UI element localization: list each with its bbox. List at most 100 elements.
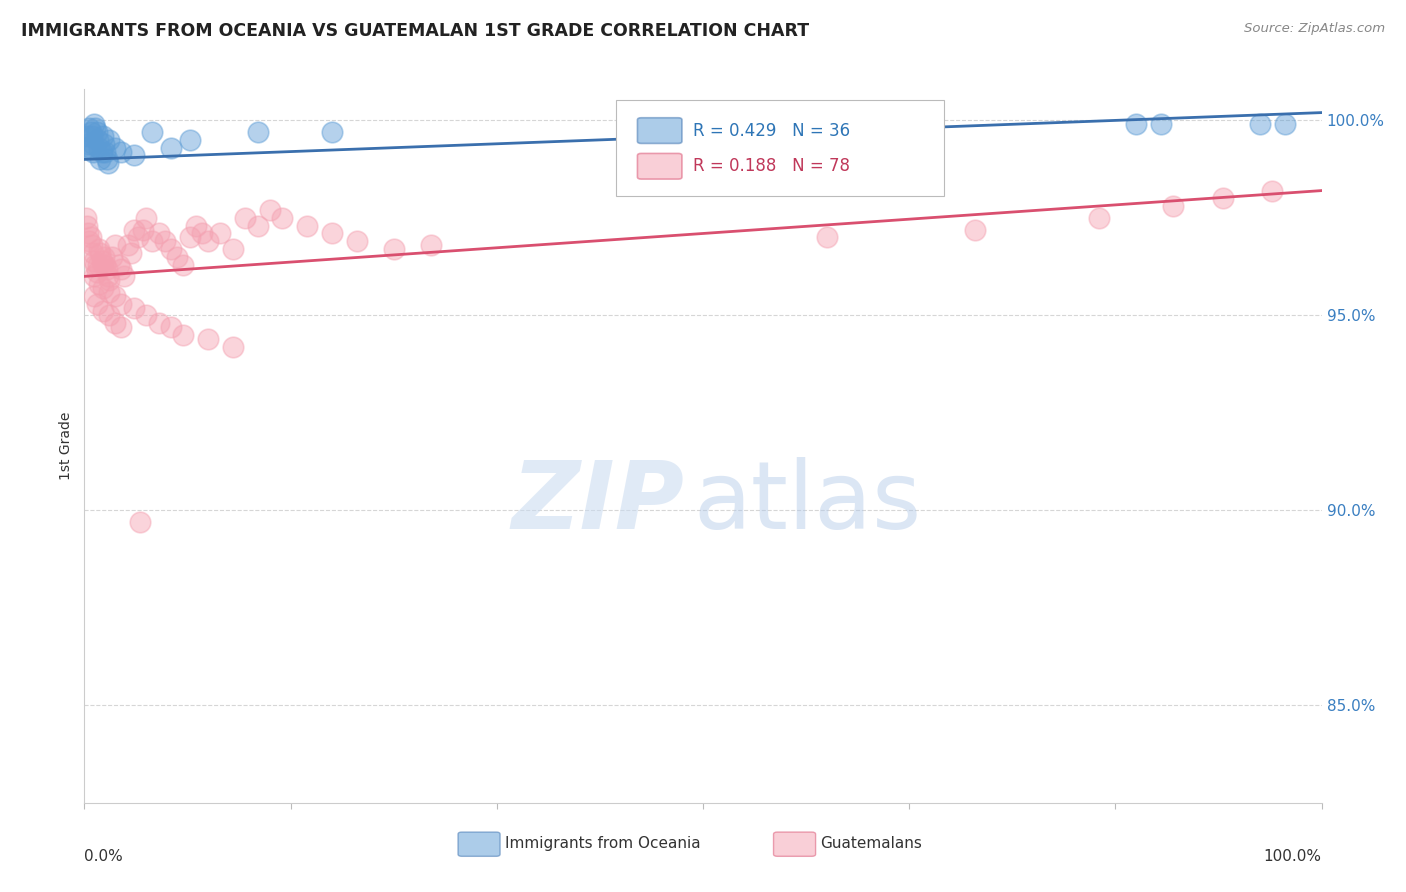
Point xyxy=(77,227,100,241)
Point xyxy=(89,246,111,260)
Point xyxy=(815,230,838,244)
Point xyxy=(84,121,107,136)
Point xyxy=(75,211,97,225)
Point xyxy=(90,253,112,268)
Text: ZIP: ZIP xyxy=(512,457,685,549)
Point xyxy=(209,227,232,241)
Point xyxy=(112,269,135,284)
Point xyxy=(197,332,219,346)
Point xyxy=(79,230,101,244)
Point xyxy=(110,320,132,334)
Point xyxy=(259,203,281,218)
Point xyxy=(1274,117,1296,131)
Point xyxy=(166,250,188,264)
Point xyxy=(98,285,121,299)
Point xyxy=(104,238,127,252)
Point xyxy=(89,153,111,167)
Point xyxy=(148,316,170,330)
Text: Guatemalans: Guatemalans xyxy=(821,836,922,851)
Point xyxy=(97,156,120,170)
Point xyxy=(172,327,194,342)
Point xyxy=(120,246,142,260)
Text: 0.0%: 0.0% xyxy=(84,849,124,864)
Point xyxy=(419,238,441,252)
Point xyxy=(104,141,127,155)
Point xyxy=(93,250,115,264)
Point xyxy=(117,238,139,252)
Point xyxy=(90,145,112,159)
Point xyxy=(98,309,121,323)
Point xyxy=(271,211,294,225)
Point xyxy=(153,234,176,248)
Point xyxy=(104,289,127,303)
Text: 100.0%: 100.0% xyxy=(1264,849,1322,864)
FancyBboxPatch shape xyxy=(458,832,501,856)
Point xyxy=(93,136,115,151)
Point xyxy=(1261,184,1284,198)
Point xyxy=(382,242,405,256)
Point xyxy=(83,289,105,303)
Text: Source: ZipAtlas.com: Source: ZipAtlas.com xyxy=(1244,22,1385,36)
Point xyxy=(965,222,987,236)
Point xyxy=(84,258,107,272)
Point xyxy=(692,121,714,136)
Point xyxy=(96,153,118,167)
Text: IMMIGRANTS FROM OCEANIA VS GUATEMALAN 1ST GRADE CORRELATION CHART: IMMIGRANTS FROM OCEANIA VS GUATEMALAN 1S… xyxy=(21,22,810,40)
Point xyxy=(222,242,245,256)
Point xyxy=(79,141,101,155)
Text: R = 0.429   N = 36: R = 0.429 N = 36 xyxy=(693,121,851,139)
Point xyxy=(89,277,111,292)
Point xyxy=(246,219,269,233)
Point xyxy=(98,273,121,287)
Point xyxy=(1212,191,1234,205)
Point xyxy=(83,117,105,131)
Point xyxy=(122,222,145,236)
Point xyxy=(91,258,114,272)
Point xyxy=(94,258,117,272)
Point xyxy=(76,219,98,233)
Point xyxy=(160,242,183,256)
Point xyxy=(97,269,120,284)
Point xyxy=(96,261,118,276)
Point xyxy=(91,281,114,295)
Point xyxy=(82,145,104,159)
Point xyxy=(179,230,201,244)
Point xyxy=(79,234,101,248)
Point xyxy=(80,238,103,252)
Point xyxy=(222,340,245,354)
Point xyxy=(321,125,343,139)
Point xyxy=(295,219,318,233)
Point xyxy=(346,234,368,248)
Point xyxy=(246,125,269,139)
Point xyxy=(79,121,101,136)
Point xyxy=(98,133,121,147)
Point xyxy=(91,304,114,318)
Point xyxy=(903,117,925,131)
Point xyxy=(108,258,131,272)
Y-axis label: 1st Grade: 1st Grade xyxy=(59,412,73,480)
Point xyxy=(160,320,183,334)
Point xyxy=(86,125,108,139)
Point xyxy=(82,136,104,151)
Point xyxy=(141,125,163,139)
Point xyxy=(131,222,153,236)
Point xyxy=(94,145,117,159)
Point xyxy=(86,296,108,310)
Point xyxy=(83,253,105,268)
Point xyxy=(197,234,219,248)
Point xyxy=(1150,117,1173,131)
Point xyxy=(79,125,101,139)
Text: R = 0.188   N = 78: R = 0.188 N = 78 xyxy=(693,157,851,175)
Point xyxy=(129,515,152,529)
Point xyxy=(160,141,183,155)
Point xyxy=(91,128,114,143)
Point xyxy=(127,230,149,244)
FancyBboxPatch shape xyxy=(773,832,815,856)
Point xyxy=(104,316,127,330)
Point xyxy=(1088,211,1111,225)
Point xyxy=(110,261,132,276)
Point xyxy=(1161,199,1184,213)
Text: Immigrants from Oceania: Immigrants from Oceania xyxy=(505,836,700,851)
Point xyxy=(1249,117,1271,131)
Point xyxy=(83,269,105,284)
